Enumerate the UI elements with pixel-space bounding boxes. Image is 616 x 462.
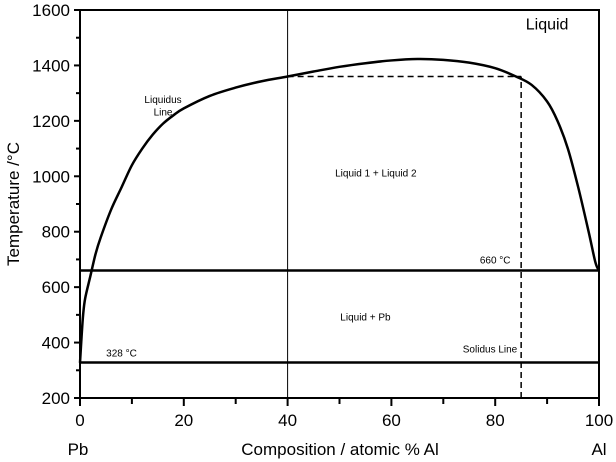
y-axis-title: Temperature /°C [4,142,23,266]
y-tick-label: 200 [42,389,70,408]
plot-frame [79,9,600,399]
annotation-label: Solidus Line [463,344,518,355]
y-tick-label: 800 [42,223,70,242]
annotation-label: Line [154,107,173,118]
y-tick-label: 600 [42,278,70,297]
x-tick-label: 20 [174,411,193,430]
ticks-layer: 200 400 600 800 1000 1200 1400 1600 0 20 40 60 80 100 [32,1,613,430]
annotation-label: 660 °C [480,256,511,267]
annotation-label: Liquid 1 + Liquid 2 [335,168,417,179]
x-tick-label: 80 [486,411,505,430]
x-tick-label: 40 [278,411,297,430]
y-tick-label: 1200 [32,112,70,131]
liquidus-curve [78,57,601,363]
x-end-label-right: Al [591,440,606,459]
x-tick-label: 60 [382,411,401,430]
lines-layer [78,10,601,398]
annotation-label: Liquid [526,16,569,33]
x-tick-label: 100 [585,411,613,430]
y-tick-label: 1000 [32,167,70,186]
x-axis-title: Composition / atomic % Al [241,440,438,459]
y-tick-label: 400 [42,334,70,353]
annotation-label: Liquidus [144,95,181,106]
x-tick-label: 0 [75,411,84,430]
y-tick-label: 1400 [32,56,70,75]
x-end-label-left: Pb [68,440,89,459]
annotation-label: Liquid + Pb [340,312,391,323]
y-tick-label: 1600 [32,1,70,20]
annotation-label: 328 °C [106,348,137,359]
